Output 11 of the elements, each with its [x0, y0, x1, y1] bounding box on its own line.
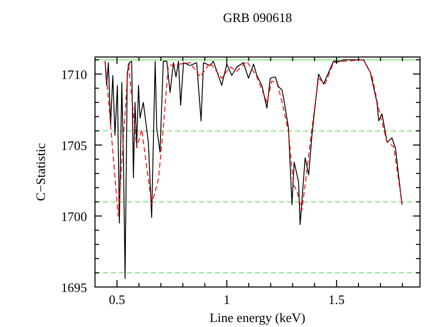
line-series [104, 59, 402, 279]
x-axis-title: Line energy (keV) [210, 310, 306, 325]
y-tick-label: 1710 [61, 67, 87, 82]
x-tick-label: 1 [224, 292, 230, 307]
chart-title: GRB 090618 [223, 10, 292, 25]
y-tick-label: 1700 [61, 209, 87, 224]
y-tick-label: 1695 [61, 280, 87, 295]
y-axis-title: C−Statistic [33, 142, 48, 201]
x-tick-label: 0.5 [108, 292, 126, 307]
x-tick-label: 1.5 [328, 292, 345, 307]
y-tick-label: 1705 [61, 138, 87, 154]
